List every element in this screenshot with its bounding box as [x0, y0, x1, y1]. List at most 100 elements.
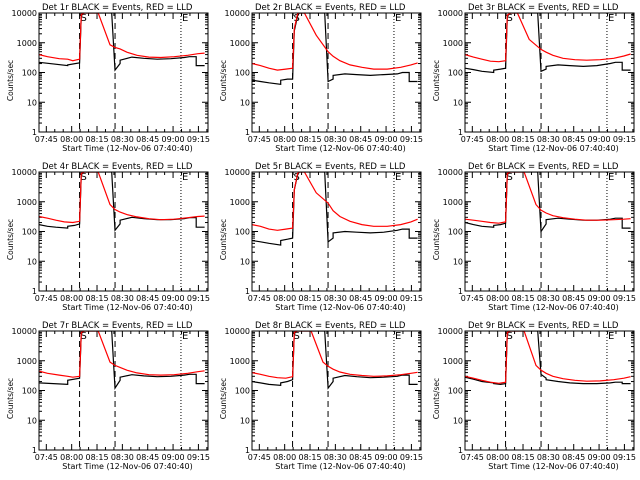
y-tick-label: 100: [448, 228, 463, 237]
x-tick-label: 08:15: [85, 135, 108, 144]
y-tick-label: 10000: [225, 327, 250, 336]
x-tick-label: 08:30: [537, 294, 560, 303]
x-tick-label: 09:00: [162, 294, 185, 303]
y-tick-label: 100: [235, 69, 250, 78]
y-tick-label: 1000: [443, 198, 463, 207]
y-tick-label: 1: [245, 128, 250, 137]
panel-title: Det 1r BLACK = Events, RED = LLD: [42, 3, 193, 13]
x-tick-label: 08:15: [85, 453, 108, 462]
series-line-lld: [39, 331, 205, 378]
y-tick-label: 1000: [17, 357, 37, 366]
x-tick-label: 09:15: [187, 294, 210, 303]
x-tick-label: 07:45: [461, 294, 484, 303]
x-tick-label: 08:45: [562, 135, 585, 144]
panel-det-2r: Det 2r BLACK = Events, RED = LLD 1 10 100 10…: [219, 3, 423, 153]
panel-det-6r: Det 6r BLACK = Events, RED = LLD 1 10 100 10…: [432, 162, 636, 312]
y-tick-label: 10: [453, 98, 463, 107]
x-tick-label: 09:15: [613, 135, 636, 144]
plot-frame: [251, 330, 422, 451]
y-tick-label: 100: [448, 69, 463, 78]
x-tick-label: 08:45: [562, 453, 585, 462]
x-tick-label: 09:15: [400, 453, 423, 462]
marker-label: S: [81, 13, 87, 24]
x-tick-label: 09:00: [375, 294, 398, 303]
y-axis-label: Counts/sec: [6, 378, 15, 419]
panel-title: Det 6r BLACK = Events, RED = LLD: [468, 162, 619, 172]
y-tick-label: 100: [235, 387, 250, 396]
marker-label: S: [81, 331, 87, 342]
x-tick-label: 07:45: [35, 135, 58, 144]
panel-title: Det 4r BLACK = Events, RED = LLD: [42, 162, 193, 172]
plot-frame: [38, 12, 209, 133]
series-line-lld: [39, 13, 205, 62]
x-tick-label: 08:30: [111, 294, 134, 303]
series-line-lld: [465, 172, 631, 224]
x-tick-label: 07:45: [35, 294, 58, 303]
x-tick-label: 08:15: [298, 453, 321, 462]
series-line-events: [465, 13, 631, 74]
x-tick-label: 09:00: [588, 135, 611, 144]
y-tick-label: 1000: [230, 198, 250, 207]
marker-label: E: [608, 331, 614, 342]
y-tick-label: 10: [240, 257, 250, 266]
panel-det-8r: Det 8r BLACK = Events, RED = LLD 1 10 100 10…: [219, 321, 423, 471]
y-tick-label: 10: [240, 416, 250, 425]
x-tick-label: 07:45: [35, 453, 58, 462]
series-line-lld: [252, 13, 418, 71]
x-tick-label: 09:15: [400, 135, 423, 144]
panel-title: Det 2r BLACK = Events, RED = LLD: [255, 3, 406, 13]
marker-label: S: [294, 331, 300, 342]
panel-det-7r: Det 7r BLACK = Events, RED = LLD 1 10 100 10…: [6, 321, 210, 471]
x-tick-label: 08:45: [136, 294, 159, 303]
x-tick-label: 09:15: [187, 453, 210, 462]
x-tick-label: 08:00: [273, 294, 296, 303]
y-tick-label: 100: [235, 228, 250, 237]
y-tick-label: 1: [458, 446, 463, 455]
series-line-events: [465, 172, 631, 234]
marker-label: E: [608, 172, 614, 183]
x-tick-label: 08:45: [562, 294, 585, 303]
x-tick-label: 09:00: [375, 135, 398, 144]
x-tick-label: 08:30: [537, 453, 560, 462]
y-axis-label: Counts/sec: [219, 219, 228, 260]
x-tick-label: 08:00: [486, 453, 509, 462]
y-tick-label: 100: [22, 69, 37, 78]
plot-frame: [251, 12, 422, 133]
y-tick-label: 10: [453, 257, 463, 266]
x-tick-label: 09:00: [375, 453, 398, 462]
marker-label: E: [182, 331, 188, 342]
panel-title: Det 5r BLACK = Events, RED = LLD: [255, 162, 406, 172]
y-tick-label: 1000: [230, 357, 250, 366]
x-tick-label: 08:15: [298, 294, 321, 303]
plot-frame: [464, 330, 635, 451]
x-tick-label: 07:45: [248, 453, 271, 462]
panel-det-9r: Det 9r BLACK = Events, RED = LLD 1 10 100 10…: [432, 321, 636, 471]
x-tick-label: 09:00: [588, 294, 611, 303]
y-tick-label: 100: [22, 228, 37, 237]
x-tick-label: 08:00: [486, 135, 509, 144]
x-tick-label: 07:45: [248, 294, 271, 303]
x-tick-label: 08:30: [324, 294, 347, 303]
plot-frame: [38, 171, 209, 292]
x-tick-label: 08:00: [273, 453, 296, 462]
series-line-lld: [252, 331, 418, 379]
y-axis-label: Counts/sec: [219, 60, 228, 101]
marker-label: E: [182, 172, 188, 183]
y-tick-label: 10000: [438, 9, 463, 18]
x-tick-label: 08:30: [324, 453, 347, 462]
x-axis-label: Start Time (12-Nov-06 07:40:40): [488, 462, 618, 471]
y-tick-label: 10: [240, 98, 250, 107]
y-tick-label: 10000: [225, 9, 250, 18]
series-line-events: [39, 331, 205, 390]
x-tick-label: 07:45: [248, 135, 271, 144]
panel-title: Det 8r BLACK = Events, RED = LLD: [255, 321, 406, 331]
x-tick-label: 09:00: [162, 135, 185, 144]
y-tick-label: 10: [453, 416, 463, 425]
y-tick-label: 10: [27, 416, 37, 425]
y-tick-label: 1: [245, 446, 250, 455]
series-line-lld: [252, 172, 418, 231]
y-tick-label: 1000: [17, 198, 37, 207]
x-tick-label: 08:15: [511, 453, 534, 462]
y-tick-label: 100: [448, 387, 463, 396]
